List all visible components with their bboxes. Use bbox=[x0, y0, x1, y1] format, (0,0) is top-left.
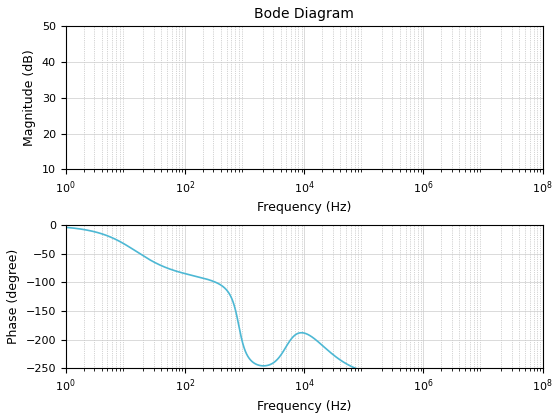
Y-axis label: Phase (degree): Phase (degree) bbox=[7, 249, 20, 344]
X-axis label: Frequency (Hz): Frequency (Hz) bbox=[257, 400, 352, 413]
Y-axis label: Magnitude (dB): Magnitude (dB) bbox=[24, 50, 36, 146]
Title: Bode Diagram: Bode Diagram bbox=[254, 7, 354, 21]
X-axis label: Frequency (Hz): Frequency (Hz) bbox=[257, 201, 352, 214]
